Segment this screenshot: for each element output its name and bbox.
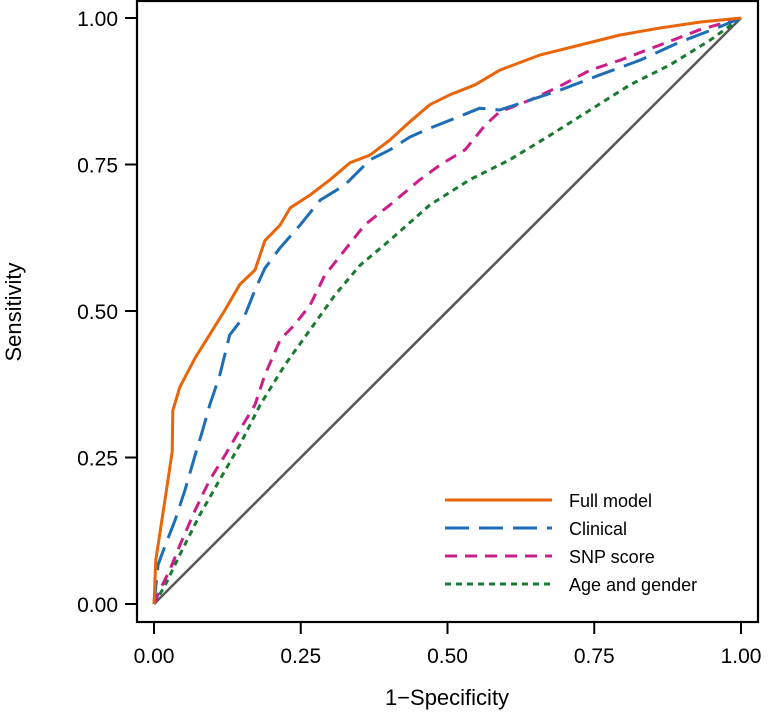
legend-label: Age and gender [569,575,697,595]
x-axis: 0.00 0.25 0.50 0.75 1.00 [134,622,762,668]
series-line-full-model [152,16,742,605]
legend-label: Clinical [569,519,627,539]
legend-item: Age and gender [445,575,697,595]
y-tick-label: 0.00 [77,594,118,617]
series-line-clinical [152,16,742,605]
series-line-age-and-gender [152,16,742,605]
series-line-snp-score [152,16,742,605]
x-tick-label: 0.75 [574,645,615,668]
y-tick-label: 0.75 [77,155,118,178]
x-tick-label: 0.50 [427,645,468,668]
legend-item: Clinical [445,519,627,539]
chance-diagonal-line [153,17,742,605]
legend-item: SNP score [445,547,655,567]
legend: Full model Clinical SNP score Age and gende… [445,491,697,595]
x-axis-title: 1−Specificity [385,685,509,710]
legend-label: Full model [569,491,652,511]
y-tick-label: 1.00 [77,8,118,31]
legend-item: Full model [445,491,652,511]
y-tick-label: 0.25 [77,448,118,471]
x-tick-label: 1.00 [721,645,762,668]
y-axis: 0.00 0.25 0.50 0.75 1.00 [77,8,137,617]
legend-label: SNP score [569,547,655,567]
x-tick-label: 0.00 [134,645,175,668]
x-tick-label: 0.25 [280,645,321,668]
plot-area [152,16,742,605]
y-tick-label: 0.50 [77,301,118,324]
y-axis-title: Sensitivity [1,262,26,361]
